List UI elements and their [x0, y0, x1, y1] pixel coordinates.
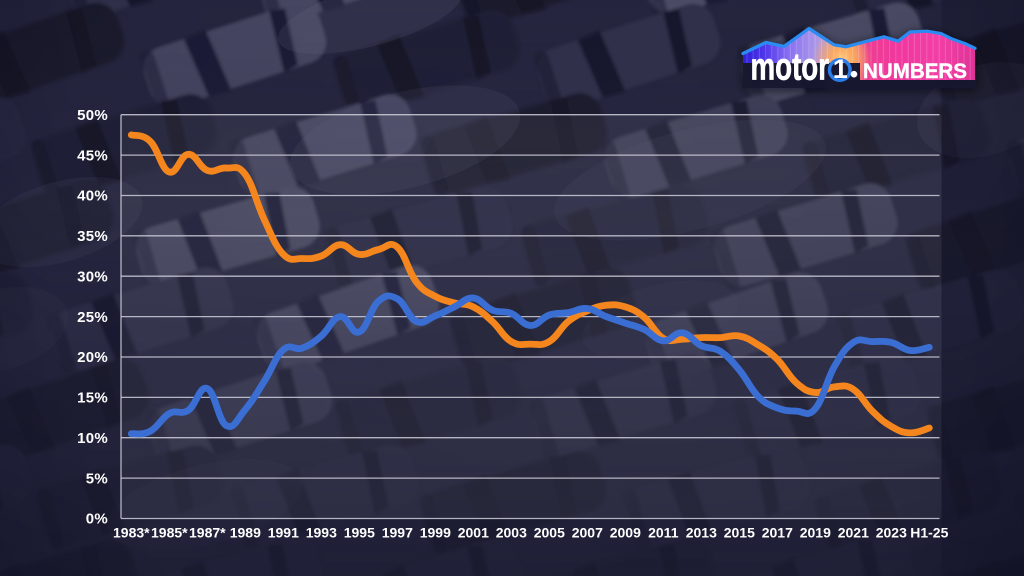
svg-text:0%: 0%: [86, 511, 108, 528]
svg-text:5%: 5%: [86, 470, 108, 487]
svg-text:20%: 20%: [77, 349, 108, 366]
svg-text:40%: 40%: [77, 188, 108, 205]
svg-text:1987*: 1987*: [189, 525, 226, 541]
svg-text:2001: 2001: [458, 525, 489, 541]
svg-text:1995: 1995: [344, 525, 375, 541]
svg-text:1983*: 1983*: [113, 525, 150, 541]
svg-text:2013: 2013: [686, 525, 717, 541]
svg-text:1989: 1989: [230, 525, 261, 541]
svg-text:2023: 2023: [876, 525, 907, 541]
svg-text:motor: motor: [751, 47, 830, 89]
svg-text:1997: 1997: [382, 525, 413, 541]
svg-text:1985*: 1985*: [151, 525, 188, 541]
svg-text:H1-25: H1-25: [910, 525, 948, 541]
svg-text:2021: 2021: [838, 525, 869, 541]
svg-text:30%: 30%: [77, 268, 108, 285]
svg-text:2005: 2005: [534, 525, 565, 541]
svg-text:15%: 15%: [77, 390, 108, 407]
svg-text:2009: 2009: [610, 525, 641, 541]
svg-text:2003: 2003: [496, 525, 527, 541]
svg-text:25%: 25%: [77, 309, 108, 326]
svg-text:2007: 2007: [572, 525, 603, 541]
svg-text:45%: 45%: [77, 147, 108, 164]
svg-text:2015: 2015: [724, 525, 755, 541]
svg-text:10%: 10%: [77, 430, 108, 447]
svg-text:2019: 2019: [800, 525, 831, 541]
svg-text:NUMBERS: NUMBERS: [863, 59, 967, 83]
svg-text:1991: 1991: [268, 525, 299, 541]
svg-text:1: 1: [833, 54, 848, 84]
svg-text:2011: 2011: [648, 525, 679, 541]
svg-text:1993: 1993: [306, 525, 337, 541]
svg-text:35%: 35%: [77, 228, 108, 245]
svg-text:1999: 1999: [420, 525, 451, 541]
svg-text:2017: 2017: [762, 525, 793, 541]
svg-text:50%: 50%: [77, 107, 108, 124]
